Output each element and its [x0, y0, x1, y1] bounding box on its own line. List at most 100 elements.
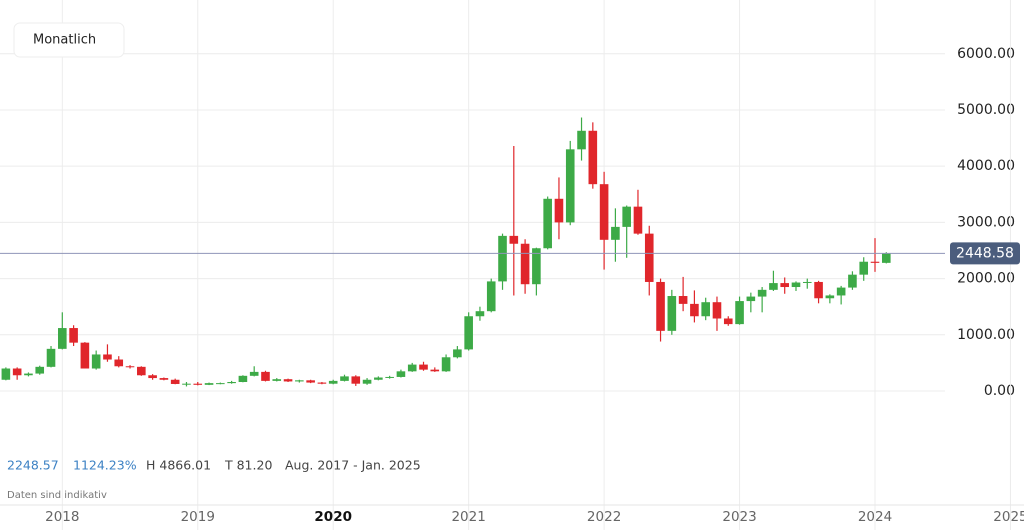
candle-body — [69, 328, 78, 343]
candle-body — [757, 289, 767, 297]
candle-body — [272, 379, 282, 381]
candle-body — [396, 371, 406, 377]
candle-body — [475, 311, 485, 317]
candle-body — [644, 233, 654, 282]
candle-body — [464, 316, 473, 350]
candle-body — [137, 366, 146, 376]
y-tick-label: 1000.00 — [957, 327, 1015, 343]
overlay: 2448.58 — [0, 242, 1020, 265]
candle-body — [588, 130, 598, 185]
period-button[interactable]: Monatlich — [13, 22, 125, 58]
candle-body — [114, 359, 124, 367]
stat-low: T 81.20 — [224, 458, 272, 473]
candle-body — [848, 274, 857, 288]
x-tick-label: 2018 — [45, 509, 79, 525]
candle-body — [148, 375, 157, 379]
candle-body — [746, 296, 756, 302]
candle-body — [283, 379, 293, 382]
candle-body — [227, 382, 236, 384]
y-tick-label: 2000.00 — [957, 271, 1015, 287]
candle-body — [836, 287, 846, 296]
candle-body — [295, 380, 304, 382]
stat-change-pct: 1124.23% — [73, 458, 137, 473]
candle-body — [12, 368, 22, 376]
candle-body — [35, 366, 45, 374]
candle-body — [667, 296, 677, 331]
x-tick-label: 2025 — [993, 509, 1024, 525]
candle-body — [825, 295, 835, 299]
candle-body — [328, 380, 338, 384]
candles — [1, 117, 891, 387]
candle-body — [159, 378, 169, 380]
candle-body — [204, 383, 214, 385]
candle-body — [712, 302, 722, 319]
candle-body — [340, 376, 349, 381]
candle-body — [351, 376, 361, 384]
candle-body — [802, 281, 812, 283]
x-tick-label: 2024 — [858, 509, 892, 525]
y-tick-label: 5000.00 — [957, 102, 1015, 118]
candle-body — [216, 383, 225, 385]
candle-body — [249, 371, 259, 376]
candle-body — [385, 376, 394, 378]
candle-body — [317, 382, 327, 384]
candle-body — [125, 366, 135, 368]
candle-body — [780, 283, 790, 288]
candle-body — [306, 380, 315, 383]
note: Daten sind indikativ — [7, 490, 107, 501]
candle-body — [453, 349, 462, 358]
y-tick-label: 3000.00 — [957, 214, 1015, 230]
candle-body — [170, 379, 180, 384]
candle-body — [735, 301, 744, 325]
candle-body — [881, 253, 891, 263]
candle-body — [486, 281, 496, 312]
candle-body — [769, 283, 778, 290]
candle-body — [532, 248, 541, 285]
candle-body — [520, 243, 530, 285]
candle-body — [509, 235, 519, 244]
candle-body — [46, 348, 56, 367]
candle-body — [577, 130, 586, 150]
candle-body — [407, 364, 417, 372]
candle-body — [701, 302, 710, 317]
candle-body — [374, 377, 383, 380]
candle-body — [430, 369, 440, 372]
candle-body — [182, 383, 191, 385]
candle-body — [599, 184, 609, 240]
x-tick-label: 2021 — [451, 509, 485, 525]
candle-body — [690, 303, 699, 317]
candle-body — [633, 206, 643, 234]
y-tick-label: 6000.00 — [957, 46, 1015, 62]
x-tick-label: 2020 — [314, 509, 352, 525]
candle-body — [656, 281, 665, 331]
y-tick-label: 0.00 — [984, 383, 1015, 399]
candle-body — [91, 354, 101, 369]
candle-body — [58, 328, 67, 349]
candle-body — [622, 206, 631, 227]
candle-body — [565, 149, 575, 223]
stat-high: H 4866.01 — [146, 458, 211, 473]
button-label[interactable]: Monatlich — [33, 33, 96, 48]
candle-body — [24, 373, 33, 376]
x-tick-label: 2023 — [722, 509, 756, 525]
last-price-tag — [950, 242, 1020, 265]
x-tick-label: 2022 — [587, 509, 621, 525]
candle-body — [791, 282, 801, 288]
candle-body — [859, 261, 869, 275]
candle-body — [103, 354, 112, 360]
candle-body — [238, 375, 248, 383]
candle-body — [498, 235, 507, 282]
candle-body — [814, 281, 823, 299]
candle-body — [261, 371, 270, 381]
candle-body — [80, 342, 90, 369]
candle-body — [870, 261, 880, 263]
candle-body — [678, 296, 688, 304]
candle-body — [723, 318, 733, 325]
candle-body — [441, 357, 451, 372]
button-bg[interactable] — [13, 22, 125, 58]
candle-body — [1, 368, 11, 380]
candle-body — [611, 226, 620, 240]
last-price-label: 2448.58 — [956, 245, 1014, 261]
